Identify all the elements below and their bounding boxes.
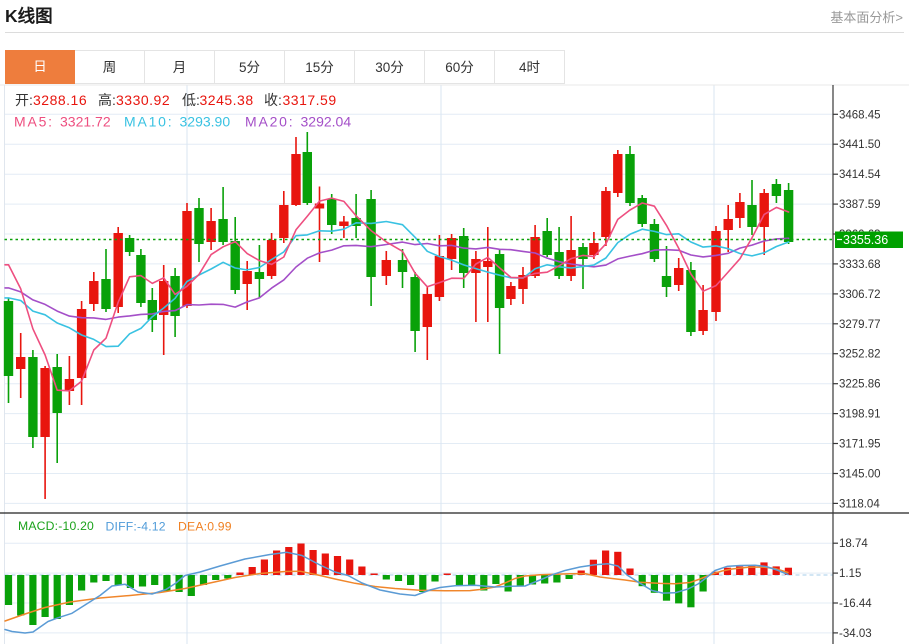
svg-text:DIFF:-4.12: DIFF:-4.12 [106,520,166,534]
svg-text:1.15: 1.15 [839,568,861,580]
svg-text:3198.91: 3198.91 [839,409,881,421]
svg-text:收:: 收: [264,92,282,108]
svg-text:-16.44: -16.44 [839,598,872,610]
svg-text:3293.90: 3293.90 [180,114,231,130]
svg-text:3355.36: 3355.36 [843,233,888,247]
svg-text:18.74: 18.74 [839,538,868,550]
svg-text:3245.38: 3245.38 [200,92,254,108]
svg-text:MA5:: MA5: [14,114,54,130]
svg-text:3171.95: 3171.95 [839,439,881,451]
svg-text:开:: 开: [15,92,33,108]
svg-text:3288.16: 3288.16 [33,92,87,108]
svg-text:3333.68: 3333.68 [839,259,881,271]
svg-text:3321.72: 3321.72 [60,114,111,130]
svg-text:3145.00: 3145.00 [839,469,881,481]
svg-text:3292.04: 3292.04 [301,114,352,130]
svg-text:高:: 高: [98,92,116,108]
svg-text:3441.50: 3441.50 [839,139,881,151]
svg-text:3306.72: 3306.72 [839,289,881,301]
svg-text:3225.86: 3225.86 [839,379,881,391]
svg-text:3387.59: 3387.59 [839,199,881,211]
svg-text:3252.82: 3252.82 [839,349,881,361]
svg-text:MACD:-10.20: MACD:-10.20 [18,519,94,533]
svg-text:MA10:: MA10: [124,114,173,130]
svg-text:3118.04: 3118.04 [839,498,880,510]
svg-text:MA20:: MA20: [245,114,294,130]
svg-text:3330.92: 3330.92 [116,92,170,108]
svg-text:3468.45: 3468.45 [839,109,881,121]
svg-text:3414.54: 3414.54 [839,169,881,181]
svg-text:低:: 低: [182,92,200,108]
svg-text:3279.77: 3279.77 [839,319,881,331]
svg-text:3317.59: 3317.59 [283,92,337,108]
svg-text:-34.03: -34.03 [839,628,872,640]
svg-text:DEA:0.99: DEA:0.99 [178,520,232,534]
